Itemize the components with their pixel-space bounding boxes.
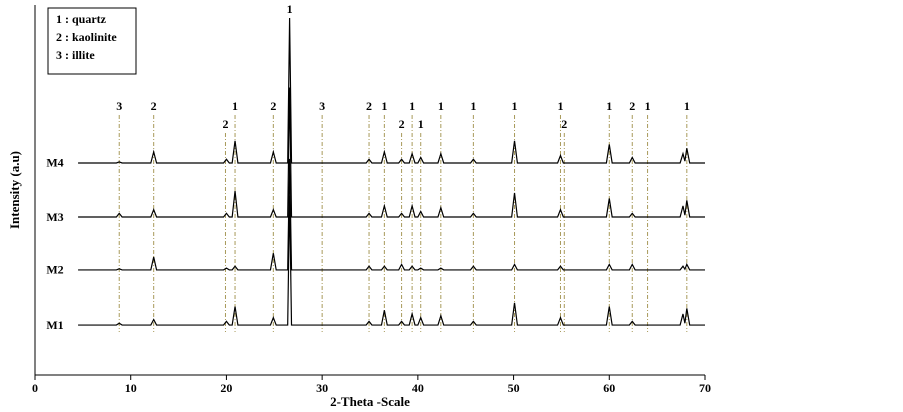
peak-label: 1 — [645, 99, 651, 113]
peak-label: 1 — [557, 99, 563, 113]
peak-label: 1 — [232, 99, 238, 113]
legend-text: 3 : illite — [56, 48, 95, 62]
x-tick-label: 70 — [699, 381, 711, 395]
legend-text: 2 : kaolinite — [56, 30, 117, 44]
peak-label: 1 — [684, 99, 690, 113]
peak-label: 2 — [270, 99, 276, 113]
peak-label: 1 — [512, 99, 518, 113]
legend-text: 1 : quartz — [56, 12, 107, 26]
x-tick-label: 60 — [603, 381, 615, 395]
trace — [78, 87, 705, 218]
series-label: M2 — [46, 263, 63, 277]
peak-label: 2 — [561, 117, 567, 131]
peak-label: 3 — [319, 99, 325, 113]
peak-label: 1 — [287, 2, 293, 16]
x-tick-label: 50 — [508, 381, 520, 395]
peak-label: 1 — [606, 99, 612, 113]
trace — [78, 195, 705, 326]
x-tick-label: 40 — [412, 381, 424, 395]
peak-label: 1 — [409, 99, 415, 113]
peak-label: 2 — [399, 117, 405, 131]
peak-label: 1 — [381, 99, 387, 113]
peak-label: 1 — [438, 99, 444, 113]
peak-label: 2 — [366, 99, 372, 113]
peak-label: 2 — [151, 99, 157, 113]
peak-label: 2 — [222, 117, 228, 131]
legend-box — [47, 7, 137, 75]
x-tick-label: 10 — [125, 381, 137, 395]
x-tick-label: 20 — [220, 381, 232, 395]
trace — [78, 158, 705, 271]
peak-label: 1 — [418, 117, 424, 131]
peak-label: 1 — [470, 99, 476, 113]
x-tick-label: 0 — [32, 381, 38, 395]
trace — [78, 17, 705, 164]
series-label: M3 — [46, 210, 63, 224]
x-axis-label: 2-Theta -Scale — [330, 394, 410, 409]
peak-label: 3 — [116, 99, 122, 113]
peak-label: 2 — [629, 99, 635, 113]
x-tick-label: 30 — [316, 381, 328, 395]
series-label: M4 — [46, 156, 63, 170]
series-label: M1 — [46, 318, 63, 332]
y-axis-label: Intensity (a.u) — [7, 151, 22, 229]
